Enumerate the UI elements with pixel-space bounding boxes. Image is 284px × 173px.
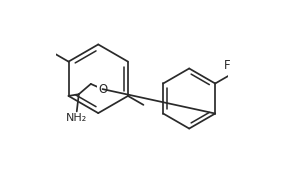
Text: NH₂: NH₂ (66, 113, 87, 124)
Text: F: F (224, 59, 231, 72)
Text: O: O (98, 83, 107, 95)
